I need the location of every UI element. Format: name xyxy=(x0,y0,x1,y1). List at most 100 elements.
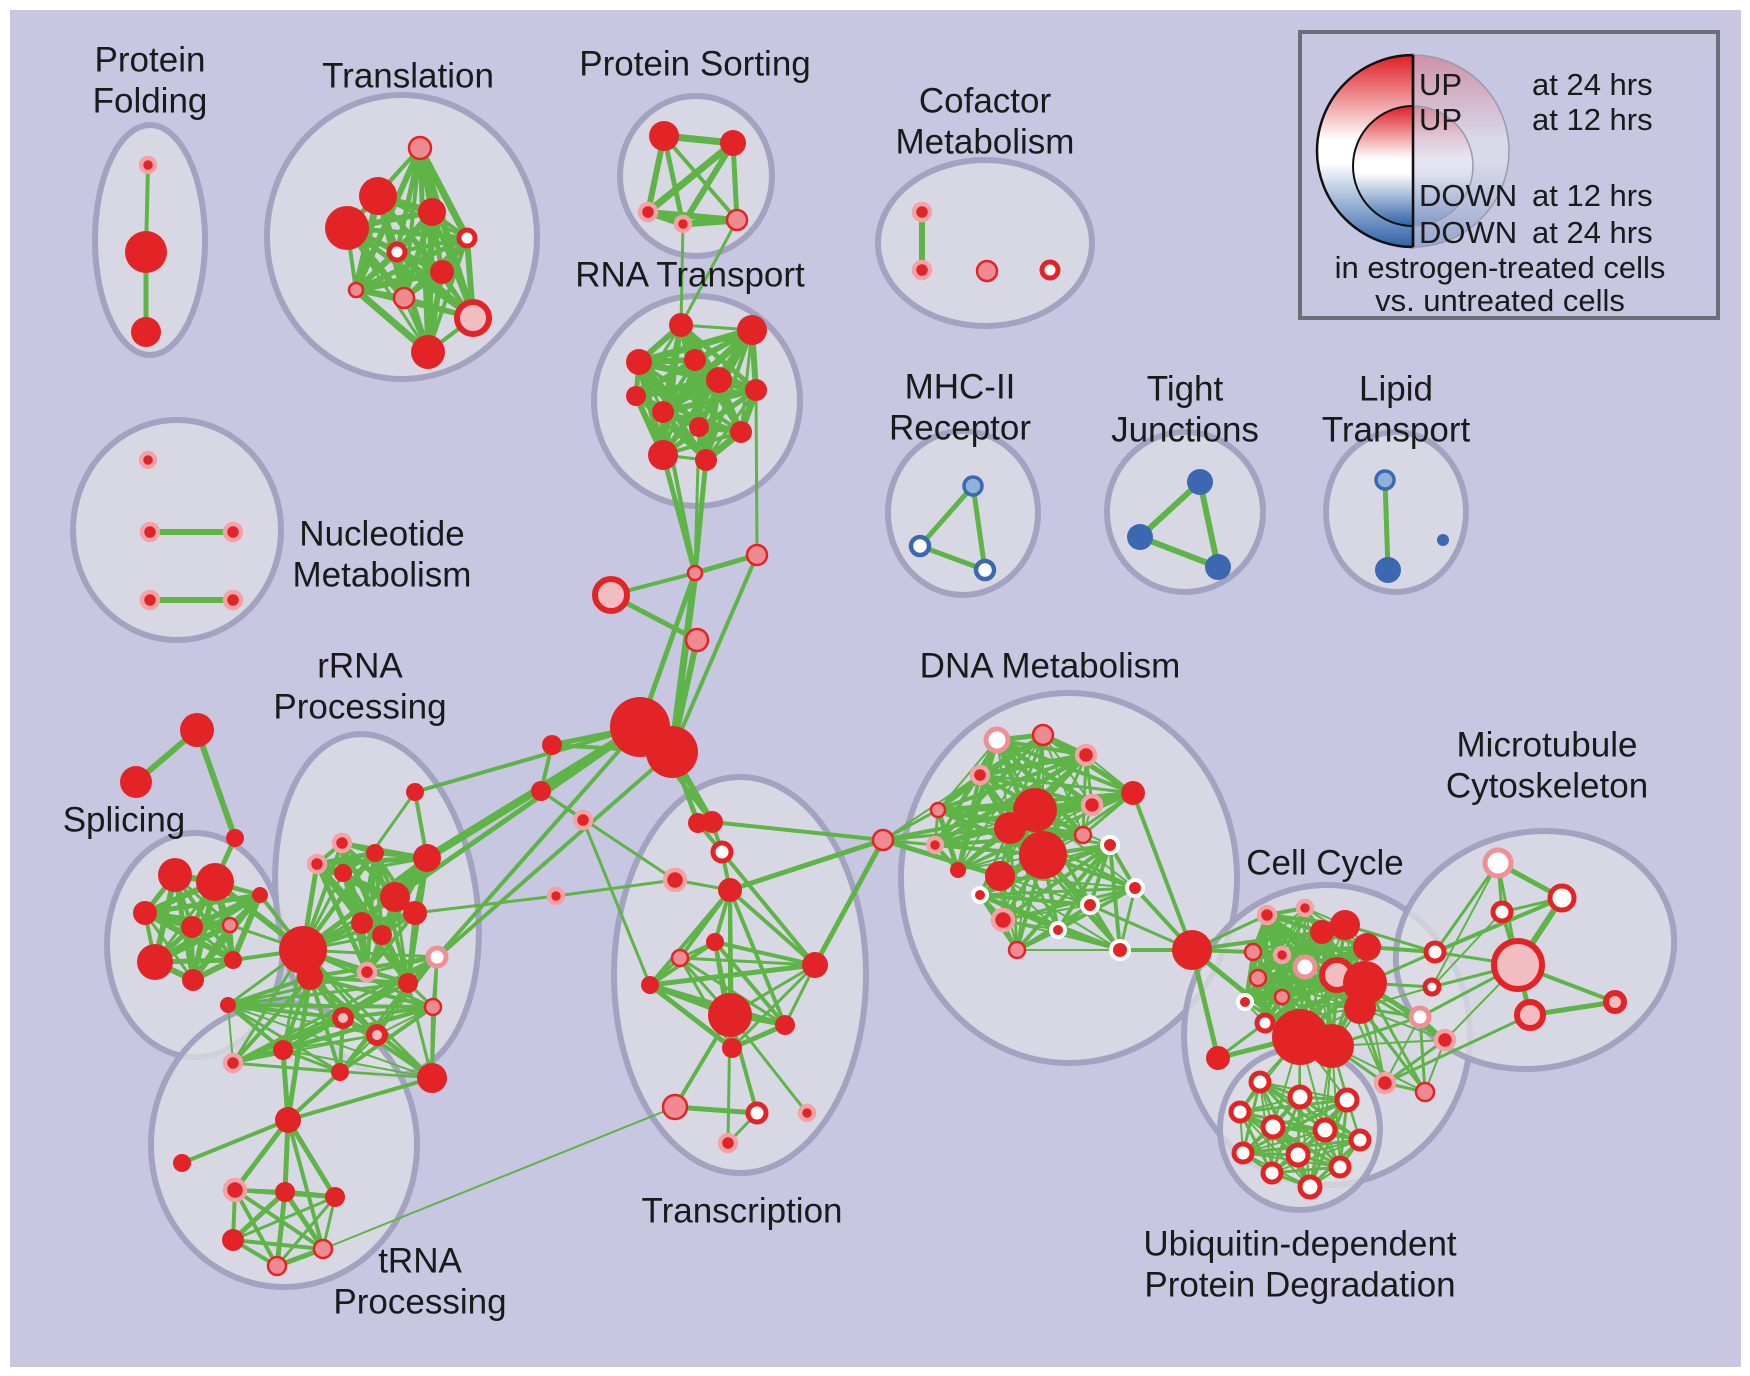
graph-node xyxy=(196,863,234,901)
graph-node xyxy=(542,735,562,755)
graph-edge xyxy=(978,893,1092,907)
graph-edge xyxy=(1243,930,1324,1004)
graph-edge xyxy=(917,483,976,549)
legend-time-label: at 24 hrs xyxy=(1532,67,1653,102)
cluster-label-trna-processing: tRNA xyxy=(378,1241,462,1280)
graph-edge xyxy=(1336,974,1386,1084)
graph-node xyxy=(224,951,242,969)
graph-node xyxy=(279,926,327,974)
graph-edge xyxy=(1431,862,1499,988)
graph-edge xyxy=(581,818,652,987)
graph-edge xyxy=(727,837,886,893)
graph-edge xyxy=(1384,1016,1421,1084)
graph-edge xyxy=(1008,826,1112,847)
graph-node xyxy=(708,993,752,1037)
graph-node xyxy=(1423,940,1447,964)
graph-edge xyxy=(1002,904,1091,921)
graph-edge xyxy=(917,543,988,573)
graph-edge xyxy=(728,888,817,967)
graph-node xyxy=(1049,921,1067,939)
graph-edge xyxy=(970,483,988,573)
graph-node xyxy=(1019,831,1067,879)
cluster-label-cofactor-metabolism: Cofactor xyxy=(919,81,1052,120)
graph-edge xyxy=(1383,1038,1447,1085)
graph-node xyxy=(222,1177,248,1203)
graph-node xyxy=(962,475,984,497)
cluster-label-nucleotide-metabolism: Nucleotide xyxy=(299,514,464,553)
graph-edge xyxy=(282,1189,326,1252)
graph-node xyxy=(1236,993,1254,1011)
graph-node xyxy=(273,1040,293,1060)
graph-node xyxy=(1310,1024,1354,1068)
graph-node xyxy=(908,534,932,558)
legend-direction-label: DOWN xyxy=(1419,178,1517,213)
graph-node xyxy=(1187,469,1213,495)
cluster-lipid-transport xyxy=(1323,429,1469,595)
graph-node xyxy=(418,198,446,226)
graph-node xyxy=(701,811,723,833)
graph-edge xyxy=(226,1003,285,1052)
graph-edge xyxy=(338,955,439,1074)
graph-node xyxy=(775,1015,795,1035)
legend-inner-circle-left xyxy=(1352,104,1414,228)
cluster-label-rrna-processing: Processing xyxy=(273,687,446,726)
graph-node xyxy=(722,1038,742,1058)
graph-node xyxy=(139,589,161,611)
graph-node xyxy=(1330,910,1360,940)
graph-edge xyxy=(285,974,313,1123)
cluster-label-tight-junctions: Tight xyxy=(1147,369,1224,408)
graph-edge xyxy=(704,388,758,462)
graph-node xyxy=(1437,534,1449,546)
graph-edge xyxy=(880,837,1003,879)
graph-node xyxy=(1310,920,1334,944)
cluster-label-microtubule-cytoskeleton: Microtubule xyxy=(1457,725,1638,764)
graph-node xyxy=(403,901,427,925)
graph-node xyxy=(1490,900,1514,924)
cluster-label-lipid-transport: Transport xyxy=(1322,410,1471,449)
graph-edge xyxy=(286,1118,325,1251)
graph-node xyxy=(417,1063,447,1093)
graph-node xyxy=(975,259,999,283)
graph-node xyxy=(720,130,746,156)
graph-node xyxy=(220,997,236,1013)
graph-node xyxy=(649,121,679,151)
graph-node xyxy=(737,315,767,345)
graph-node xyxy=(706,933,724,951)
cluster-label-rna-transport: RNA Transport xyxy=(575,255,805,294)
graph-edge xyxy=(660,387,759,415)
graph-edge xyxy=(1382,477,1391,573)
cluster-label-dna-metabolism: DNA Metabolism xyxy=(920,646,1181,685)
graph-edge xyxy=(632,376,723,400)
graph-edge xyxy=(881,826,1012,842)
graph-node xyxy=(725,208,749,232)
graph-node xyxy=(695,449,717,471)
graph-node xyxy=(356,961,378,983)
graph-node xyxy=(1353,933,1381,961)
graph-node xyxy=(626,349,652,375)
graph-edge xyxy=(680,140,736,227)
graph-node xyxy=(406,783,424,801)
legend-caption: in estrogen-treated cells xyxy=(1335,250,1666,285)
graph-node xyxy=(971,886,989,904)
graph-node xyxy=(1272,945,1292,965)
graph-node xyxy=(1273,988,1291,1006)
graph-edge xyxy=(322,1106,676,1250)
graph-node xyxy=(546,886,566,906)
graph-edge xyxy=(1242,1129,1326,1154)
graph-edge xyxy=(678,956,817,967)
graph-node xyxy=(673,214,693,234)
graph-node xyxy=(1292,954,1318,980)
legend: UP at 24 hrs UP at 12 hrs DOWN at 12 hrs DOWN a… xyxy=(1298,30,1720,320)
graph-node xyxy=(730,421,752,443)
graph-edge xyxy=(710,820,885,842)
graph-node xyxy=(386,241,408,263)
graph-node xyxy=(1248,1070,1272,1094)
graph-node xyxy=(347,281,365,299)
graph-node xyxy=(366,844,384,862)
graph-node xyxy=(745,543,769,567)
graph-node xyxy=(120,766,152,798)
graph-node xyxy=(351,912,373,934)
graph-node xyxy=(275,1107,301,1133)
graph-node xyxy=(139,521,161,543)
graph-node xyxy=(1248,968,1268,988)
